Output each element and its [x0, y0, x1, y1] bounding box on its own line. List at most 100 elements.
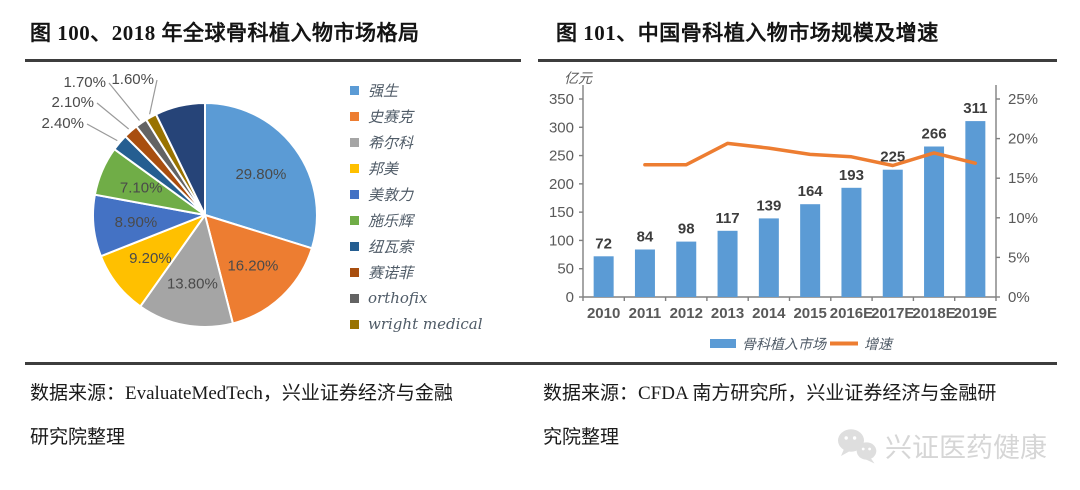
x-axis-category-label: 2019E [954, 305, 997, 322]
x-axis-category-label: 2010 [587, 305, 620, 322]
bar-2016E [841, 187, 862, 297]
bar-value-label: 117 [715, 210, 739, 227]
left-axis-tick-label: 200 [549, 176, 574, 193]
pie-legend-item: 赛诺菲 [350, 259, 483, 285]
left-axis-tick-label: 50 [557, 261, 574, 278]
pie-legend-item: orthofix [350, 285, 483, 311]
pie-value-label: 2.40% [41, 115, 84, 132]
bar-value-label: 98 [678, 221, 695, 238]
pie-legend-item: 邦美 [350, 155, 483, 181]
pie-callout-line [86, 123, 118, 142]
x-axis-category-label: 2017E [871, 305, 914, 322]
right-axis-tick-label: 10% [1008, 210, 1038, 227]
wechat-icon [838, 428, 877, 463]
source-divider [25, 362, 1057, 365]
pie-legend-item: 纽瓦索 [350, 233, 483, 259]
pie-legend-item: 希尔科 [350, 129, 483, 155]
legend-bar-swatch [710, 339, 736, 348]
bar-value-label: 72 [595, 235, 612, 252]
source-text-line: 数据来源：EvaluateMedTech，兴业证券经济与金融 [30, 383, 453, 404]
legend-label: 施乐辉 [368, 211, 414, 230]
pie-value-label: 13.80% [167, 275, 218, 292]
right-axis-tick-label: 15% [1008, 170, 1038, 187]
legend-label: 史赛克 [368, 107, 414, 126]
x-axis-category-label: 2015 [793, 305, 826, 322]
bar-2018E [924, 146, 945, 297]
bar-2017E [882, 169, 903, 297]
left-axis-tick-label: 100 [549, 232, 574, 249]
left-axis-unit-label: 亿元 [564, 71, 593, 87]
bar-value-label: 193 [839, 167, 864, 184]
pie-value-label: 2.10% [51, 94, 94, 111]
legend-swatch [350, 215, 359, 225]
left-axis-tick-label: 0 [566, 289, 574, 306]
bar-value-label: 311 [963, 100, 987, 117]
bar-value-label: 84 [637, 229, 654, 246]
growth-line [643, 141, 978, 168]
left-axis-tick-label: 350 [549, 91, 574, 108]
pie-slice-史赛克 [204, 214, 313, 325]
bar-2014 [758, 218, 779, 297]
pie-legend-item: 史赛克 [350, 103, 483, 129]
x-axis-category-label: 2016E [830, 305, 873, 322]
legend-label: 邦美 [368, 159, 399, 178]
bar-2013 [717, 230, 738, 297]
legend-label: 强生 [368, 81, 399, 100]
pie-value-label: 1.70% [63, 74, 106, 91]
title-divider-right [538, 59, 1057, 62]
pie-value-label: 7.10% [120, 180, 163, 197]
pie-legend-item: 美敦力 [350, 181, 483, 207]
left-axis-tick-label: 300 [549, 119, 574, 136]
source-text-line: 数据来源：CFDA 南方研究所，兴业证券经济与金融研 [543, 383, 997, 404]
pie-value-label: 29.80% [235, 166, 286, 183]
pie-legend-item: 强生 [350, 77, 483, 103]
x-axis-category-label: 2011 [629, 305, 662, 322]
pie-value-label: 9.20% [129, 250, 172, 267]
legend-swatch [350, 163, 359, 173]
left-axis-tick-label: 250 [549, 148, 574, 165]
pie-chart: 29.80% 16.20% 13.80% 9.20% 8.90% 7.10% 2.40% 2.… [41, 71, 318, 328]
pie-callout-line [149, 79, 158, 115]
legend-label: 纽瓦索 [368, 237, 414, 256]
left-axis-tick-label: 150 [549, 204, 574, 221]
source-text-line: 究院整理 [543, 427, 620, 448]
pie-legend: 强生史赛克希尔科邦美美敦力施乐辉纽瓦索赛诺菲 orthofix wright med… [350, 77, 483, 337]
pie-slice-other [155, 102, 206, 216]
bar-2015 [800, 204, 821, 297]
pie-callout-line [108, 82, 140, 121]
legend-swatch [350, 241, 359, 251]
legend-label: 美敦力 [368, 185, 414, 204]
legend-label: wright medical [368, 315, 483, 333]
pie-slice-强生 [204, 102, 318, 250]
pie-legend-item: 施乐辉 [350, 207, 483, 233]
legend-label: orthofix [368, 289, 428, 307]
bar-2019E [965, 121, 986, 297]
pie-value-label: 16.20% [227, 257, 278, 274]
pie-legend-item: wright medical [350, 311, 483, 337]
watermark-text: 兴证医药健康 [885, 433, 1047, 464]
bar-2010 [593, 256, 614, 297]
legend-line-label: 增速 [864, 337, 894, 353]
x-axis-category-label: 2014 [752, 305, 786, 322]
bar-value-label: 225 [880, 149, 905, 166]
pie-value-label: 1.60% [111, 71, 154, 88]
figure-100-title: 图 100、2018 年全球骨科植入物市场格局 [30, 21, 420, 45]
pie-slice-希尔科 [139, 214, 234, 328]
figure-101-source: 数据来源：CFDA 南方研究所，兴业证券经济与金融研 究院整理 [543, 372, 1073, 460]
x-axis-category-label: 2012 [670, 305, 703, 322]
legend-swatch [350, 267, 359, 277]
title-divider-left [25, 59, 521, 62]
legend-swatch [350, 189, 359, 199]
right-axis-tick-label: 0% [1008, 289, 1030, 306]
figure-100-source: 数据来源：EvaluateMedTech，兴业证券经济与金融 研究院整理 [30, 372, 535, 460]
pie-value-label: 8.90% [115, 214, 158, 231]
right-axis-tick-label: 25% [1008, 91, 1038, 108]
bar-2012 [676, 241, 697, 297]
watermark: 兴证医药健康 [836, 426, 1047, 465]
bar-value-label: 266 [922, 126, 947, 143]
bar-2011 [634, 249, 655, 297]
figure-101-title: 图 101、中国骨科植入物市场规模及增速 [556, 21, 939, 45]
legend-label: 赛诺菲 [368, 263, 414, 282]
legend-swatch [350, 293, 359, 303]
